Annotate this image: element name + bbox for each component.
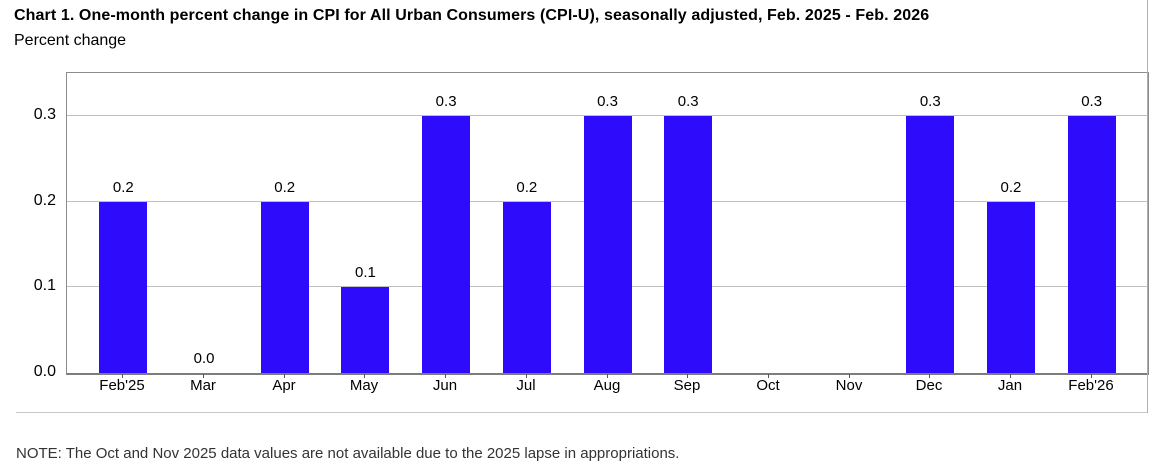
bar-jun — [422, 116, 470, 373]
bar-value-label: 0.2 — [1000, 179, 1022, 196]
x-axis-tick — [526, 374, 527, 378]
x-tick-label-jun: Jun — [432, 377, 458, 394]
x-axis-tick — [1091, 374, 1092, 378]
y-tick-label: 0.0 — [33, 363, 56, 380]
y-tick-label: 0.1 — [33, 277, 56, 295]
plot-area: 0.2 0.0 0.2 0.1 0.3 0.2 0.3 0.3 0.3 0.2 0.3 — [66, 72, 1149, 375]
x-axis-tick — [687, 374, 688, 378]
x-tick-label-oct: Oct — [756, 377, 780, 394]
x-axis-tick — [203, 374, 204, 378]
bar-value-label: 0.3 — [435, 93, 457, 110]
x-axis-tick — [445, 374, 446, 378]
x-tick-label-sep: Sep — [673, 377, 701, 394]
bar-value-label: 0.1 — [354, 264, 376, 281]
x-tick-label-apr: Apr — [272, 377, 296, 394]
frame-right-border — [1147, 0, 1148, 413]
x-axis-tick — [607, 374, 608, 378]
bar-sep — [664, 116, 712, 373]
bar-feb25 — [99, 202, 147, 373]
chart-title: Chart 1. One-month percent change in CPI… — [14, 7, 930, 24]
note-text: NOTE: The Oct and Nov 2025 data values a… — [16, 445, 680, 462]
bar-value-label: 0.3 — [677, 93, 699, 110]
bar-aug — [584, 116, 632, 373]
bar-dec — [906, 116, 954, 373]
y-tick-label: 0.2 — [33, 191, 56, 209]
chart-subtitle: Percent change — [14, 32, 127, 49]
bar-may — [341, 287, 389, 373]
bar-jul — [503, 202, 551, 373]
x-tick-label-jul: Jul — [516, 377, 536, 394]
x-tick-label-feb25: Feb'25 — [99, 377, 145, 394]
x-axis-tick — [284, 374, 285, 378]
bar-value-label: 0.0 — [193, 350, 215, 367]
gridline-0.3 — [67, 114, 1148, 116]
x-axis-tick — [1010, 374, 1011, 378]
x-tick-label-may: May — [349, 377, 379, 394]
x-axis-tick — [768, 374, 769, 378]
x-tick-label-nov: Nov — [835, 377, 863, 394]
y-tick-label: 0.3 — [33, 105, 56, 123]
bar-feb26 — [1068, 116, 1116, 373]
x-tick-label-aug: Aug — [593, 377, 621, 394]
x-axis-tick — [929, 374, 930, 378]
bar-value-label: 0.3 — [919, 93, 941, 110]
x-tick-label-feb26: Feb'26 — [1068, 377, 1114, 394]
x-tick-label-mar: Mar — [190, 377, 216, 394]
bar-apr — [261, 202, 309, 373]
x-axis-tick — [122, 374, 123, 378]
x-axis-tick — [364, 374, 365, 378]
frame-bottom-divider — [16, 412, 1147, 413]
bar-value-label: 0.2 — [516, 179, 538, 196]
bar-jan — [987, 202, 1035, 373]
x-tick-label-jan: Jan — [997, 377, 1023, 394]
bar-value-label: 0.2 — [274, 179, 296, 196]
bar-value-label: 0.3 — [1081, 93, 1103, 110]
bar-value-label: 0.2 — [112, 179, 134, 196]
bar-value-label: 0.3 — [597, 93, 618, 110]
x-tick-label-dec: Dec — [915, 377, 943, 394]
x-axis-tick — [849, 374, 850, 378]
